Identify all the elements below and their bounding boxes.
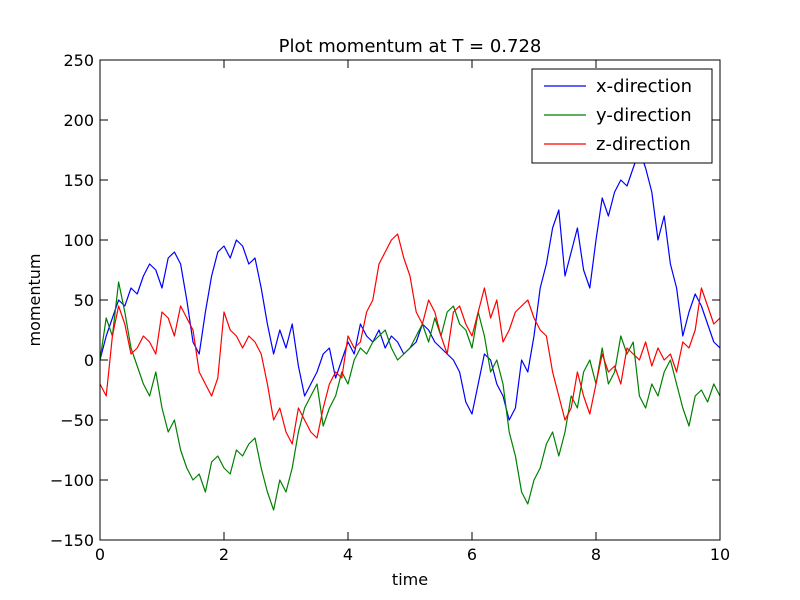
y-tick-label: −100 xyxy=(50,471,94,490)
y-tick-label: −50 xyxy=(60,411,94,430)
legend: x-direction y-direction z-direction xyxy=(531,68,713,164)
y-axis-label: momentum xyxy=(25,254,44,347)
ticks-layer: 0 2 4 6 8 10 −150 −100 −50 0 50 100 150 200 250 xyxy=(50,51,730,564)
series-line-z-direction xyxy=(100,233,720,445)
y-tick-label: 100 xyxy=(63,231,94,250)
x-tick-label: 10 xyxy=(710,545,730,564)
x-tick-label: 4 xyxy=(343,545,353,564)
series-layer xyxy=(100,149,720,511)
chart-title: Plot momentum at T = 0.728 xyxy=(279,36,542,57)
x-tick-label: 2 xyxy=(219,545,229,564)
y-tick-label: 200 xyxy=(63,111,94,130)
legend-label-x-direction: x-direction xyxy=(596,76,692,97)
y-tick-label: 150 xyxy=(63,171,94,190)
y-tick-label: 50 xyxy=(74,291,94,310)
x-axis-label: time xyxy=(392,570,428,589)
legend-label-z-direction: z-direction xyxy=(596,134,691,155)
x-tick-label: 8 xyxy=(591,545,601,564)
series-line-y-direction xyxy=(100,281,720,511)
legend-label-y-direction: y-direction xyxy=(596,105,692,126)
x-tick-label: 0 xyxy=(95,545,105,564)
y-tick-label: 250 xyxy=(63,51,94,70)
legend-frame xyxy=(531,68,713,164)
y-tick-label: 0 xyxy=(84,351,94,370)
x-tick-label: 6 xyxy=(467,545,477,564)
y-tick-label: −150 xyxy=(50,531,94,550)
